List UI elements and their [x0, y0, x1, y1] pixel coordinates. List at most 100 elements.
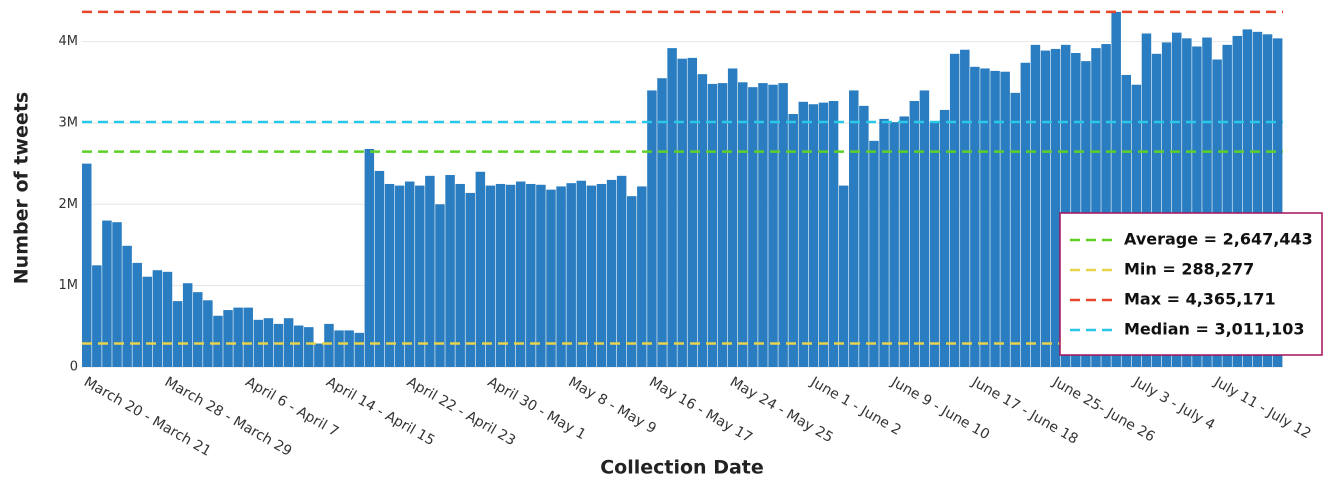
y-tick-label: 1M [59, 278, 79, 293]
bar [334, 330, 344, 367]
bar [899, 116, 909, 367]
bar [1242, 29, 1253, 368]
bar [1161, 42, 1172, 367]
bar [657, 78, 667, 367]
bar [849, 90, 859, 367]
y-axis-title: Number of tweets [11, 92, 33, 284]
bar [909, 100, 920, 367]
x-tick-label: July 11 - July 12 [1211, 374, 1314, 443]
legend-label: Min = 288,277 [1124, 260, 1254, 279]
bar [1202, 37, 1212, 367]
bar [172, 301, 183, 367]
bar [778, 83, 788, 367]
bar [1040, 50, 1051, 368]
bar [1141, 33, 1152, 367]
bar [404, 181, 415, 367]
bar [626, 196, 637, 367]
bar [515, 181, 526, 367]
bar [243, 307, 253, 367]
bar [596, 183, 607, 367]
legend: Average = 2,647,443 Min = 288,277 Max = 4,… [1059, 212, 1323, 356]
bar [677, 58, 687, 368]
bar [1071, 52, 1081, 367]
bar [283, 318, 294, 367]
bar [1091, 48, 1101, 368]
bar [324, 323, 334, 367]
bar [980, 68, 990, 367]
bar [152, 270, 163, 367]
bar [304, 327, 314, 367]
bar [606, 179, 617, 367]
bar [142, 276, 153, 367]
bar [293, 325, 304, 367]
bar [1171, 32, 1182, 368]
bar [485, 185, 496, 367]
bar [273, 323, 284, 367]
bar [960, 49, 970, 367]
bar [727, 68, 738, 367]
y-tick-label: 2M [59, 197, 79, 212]
y-tick-label: 3M [59, 115, 79, 130]
bar [445, 175, 455, 367]
bar [82, 163, 92, 367]
legend-label: Average = 2,647,443 [1124, 230, 1313, 249]
bar [92, 265, 102, 367]
bar [314, 343, 324, 367]
bar [667, 48, 677, 368]
bar [344, 330, 354, 367]
bar [1010, 92, 1020, 368]
bar [1272, 38, 1283, 367]
bar [132, 262, 142, 367]
bar [354, 332, 364, 367]
bar [263, 318, 274, 367]
bar [990, 70, 1000, 367]
bar [455, 183, 465, 367]
bar [808, 104, 819, 368]
bar [1262, 34, 1273, 367]
bar [1222, 44, 1232, 367]
bar [687, 57, 698, 367]
bar [758, 83, 768, 367]
bar [203, 300, 213, 367]
bar [859, 105, 869, 367]
bar [495, 183, 506, 367]
bar [697, 74, 708, 368]
bar [919, 90, 930, 367]
bar [1182, 38, 1192, 367]
bar [788, 114, 798, 367]
x-axis-title: Collection Date [600, 457, 764, 479]
bar [879, 118, 889, 368]
bar [889, 122, 899, 367]
bar [586, 185, 597, 367]
bar [1101, 44, 1111, 368]
bar [949, 53, 960, 367]
bar [394, 185, 405, 367]
bar [536, 184, 546, 367]
bar [838, 185, 849, 367]
bar [364, 148, 375, 367]
legend-label: Max = 4,365,171 [1124, 290, 1276, 309]
bar [546, 189, 556, 367]
bar [576, 180, 587, 367]
bar [374, 170, 385, 367]
bar [1000, 71, 1010, 367]
bar [1030, 44, 1041, 367]
bar [647, 90, 657, 367]
bar [122, 245, 132, 367]
bar [435, 204, 445, 367]
y-tick-label: 0 [70, 360, 78, 375]
bar [162, 271, 173, 367]
bar [1151, 53, 1162, 367]
bar [556, 186, 566, 367]
bar [717, 83, 728, 367]
bar [1252, 31, 1263, 368]
bar [768, 84, 778, 368]
bar [233, 307, 243, 367]
bar [1050, 48, 1061, 367]
bar [616, 175, 627, 367]
bar [384, 183, 395, 367]
bar [738, 82, 748, 368]
bar [818, 102, 829, 367]
legend-box [1059, 212, 1323, 356]
